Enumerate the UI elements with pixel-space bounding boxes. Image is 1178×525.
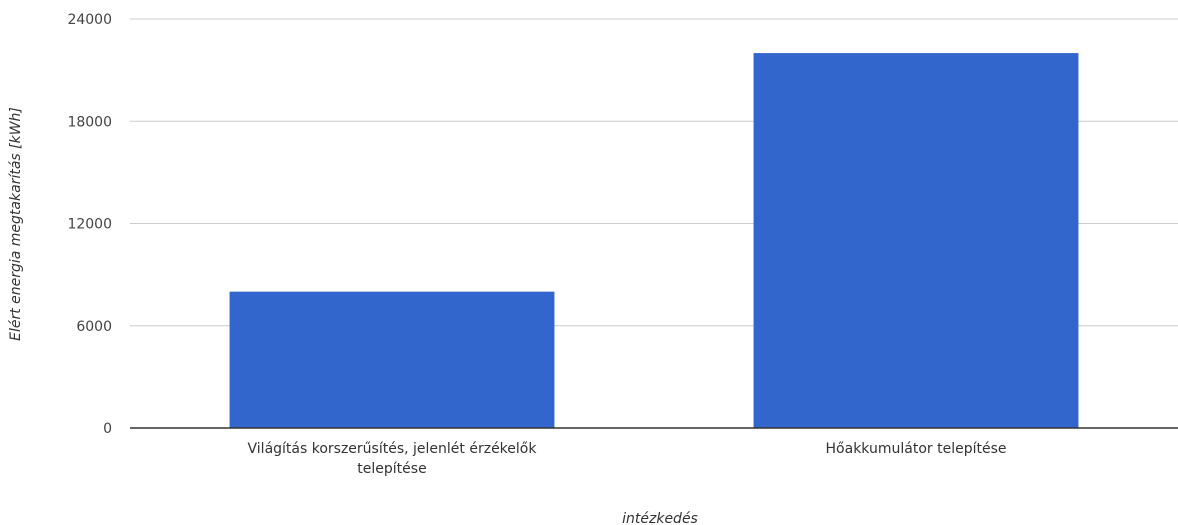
x-category-label: Világítás korszerűsítés, jelenlét érzéke…: [248, 441, 538, 457]
x-category-label: Hőakkumulátor telepítése: [826, 441, 1007, 457]
x-axis-title: intézkedés: [622, 511, 698, 525]
bar: [753, 53, 1079, 428]
bars: [229, 53, 1079, 428]
y-tick-label: 0: [103, 421, 112, 437]
x-category-label: telepítése: [357, 461, 426, 477]
bar: [229, 291, 555, 428]
y-axis-title: Elért energia megtakarítás [kWh]: [8, 107, 24, 341]
y-tick-label: 24000: [67, 12, 112, 28]
x-axis-category-labels: Világítás korszerűsítés, jelenlét érzéke…: [248, 441, 1007, 477]
y-axis-tick-labels: 0 6000 12000 18000 24000: [67, 12, 112, 437]
y-tick-label: 12000: [67, 217, 112, 233]
y-tick-label: 18000: [67, 114, 112, 130]
y-tick-label: 6000: [76, 319, 112, 335]
